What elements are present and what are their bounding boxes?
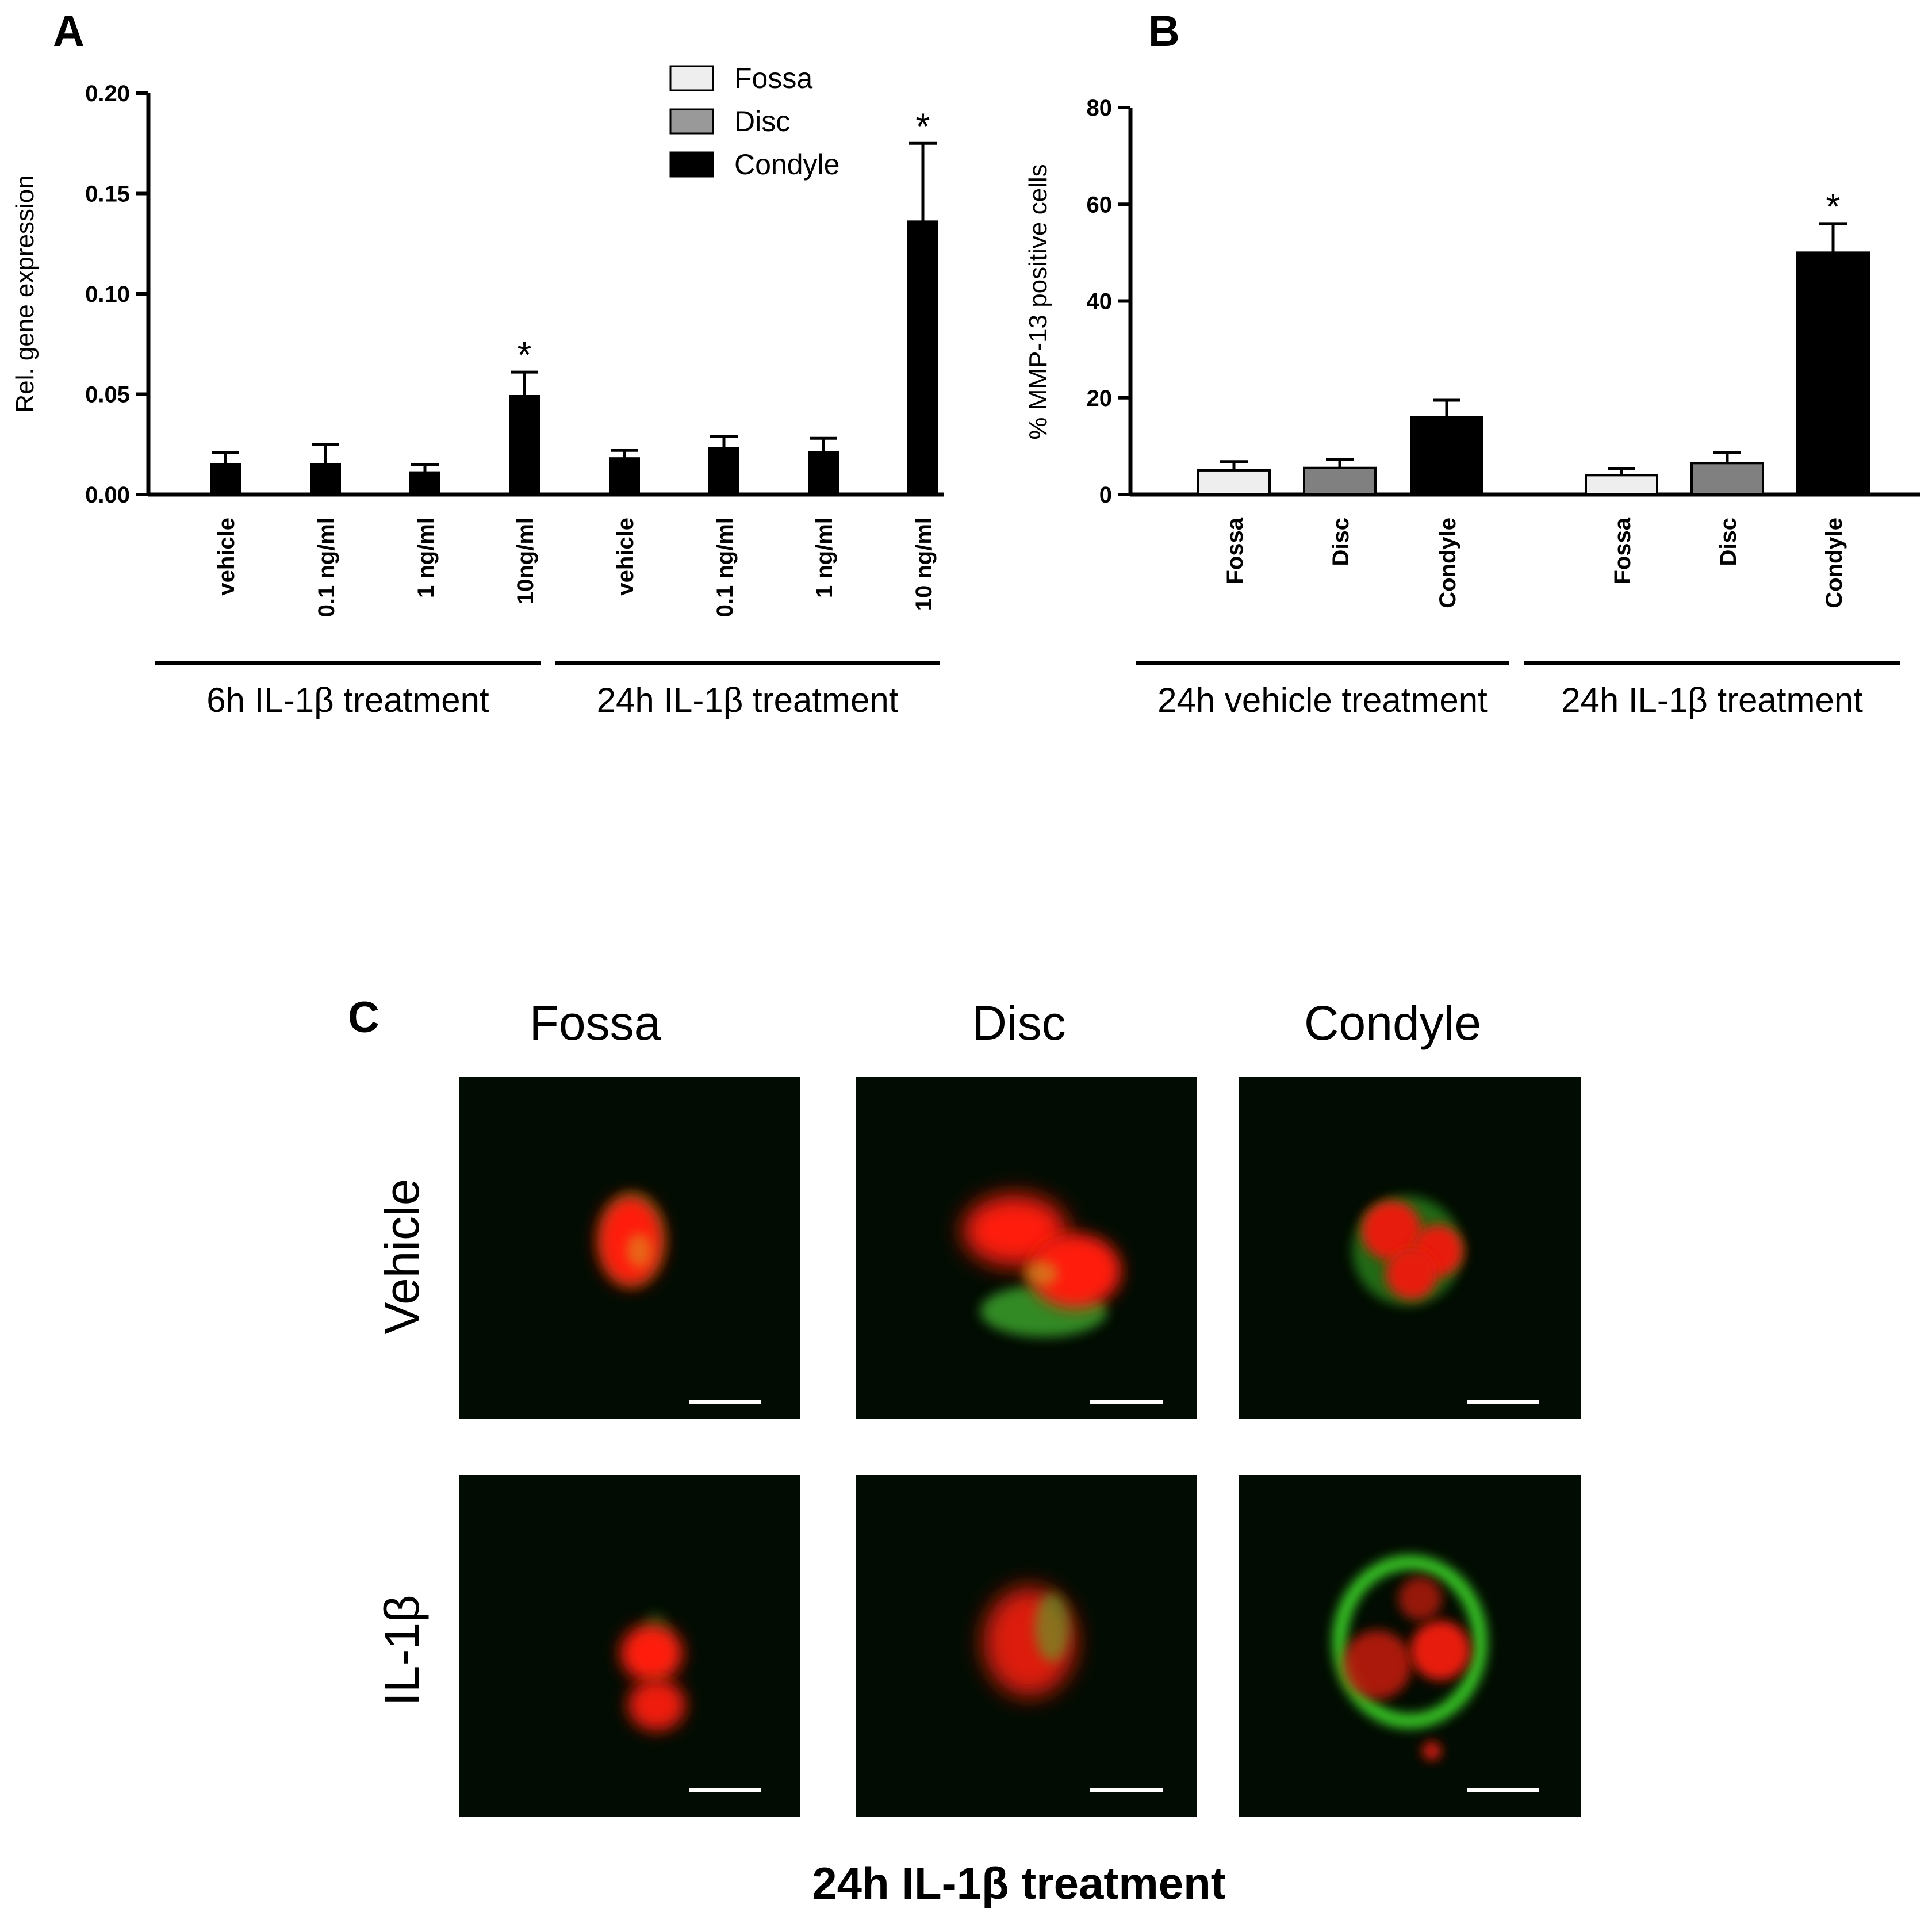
bar: [1303, 466, 1377, 496]
micrograph-disc-il1b: [856, 1475, 1197, 1817]
significance-star: *: [916, 105, 930, 147]
legend-swatch: [669, 65, 714, 91]
bar: [509, 394, 540, 496]
chart-b: % MMP-13 positive cells 0 20 40 60 80 * Foss…: [1024, 95, 1920, 719]
panel-label-b: B: [1148, 7, 1180, 56]
micrograph-disc-vehicle: [856, 1077, 1197, 1419]
category-label: 0.1 ng/ml: [314, 518, 339, 617]
bar: [609, 457, 640, 496]
category-label: 1 ng/ml: [413, 518, 439, 598]
bar: [1585, 474, 1658, 496]
panel-c-row-il1b: IL-1β: [375, 1595, 429, 1706]
y-tick-label: 20: [1087, 386, 1113, 411]
scale-bar: [1090, 1400, 1163, 1404]
chart-a: Rel. gene expression 0.00 0.05 0.10 0.15 0.2…: [11, 62, 944, 719]
scale-bar: [689, 1400, 761, 1404]
panel-label-c: C: [348, 993, 379, 1042]
panel-label-a: A: [53, 7, 85, 56]
bar: [1197, 469, 1271, 496]
micrograph-condyle-vehicle: [1239, 1077, 1581, 1419]
scale-bar: [1090, 1788, 1163, 1792]
y-tick-label: 80: [1087, 95, 1113, 121]
panel-c-col-disc: Disc: [972, 996, 1065, 1050]
y-tick-label: 60: [1087, 192, 1113, 217]
y-tick-label: 40: [1087, 289, 1113, 315]
y-tick-label: 0.15: [85, 182, 130, 207]
significance-star: *: [1826, 186, 1841, 227]
bar: [210, 463, 241, 496]
category-label: Condyle: [1435, 518, 1460, 608]
category-label: 1 ng/ml: [812, 518, 837, 598]
group-label: 24h IL-1β treatment: [1561, 681, 1863, 719]
bar: [1796, 251, 1870, 496]
y-tick-label: 0.20: [85, 81, 130, 106]
bar: [1410, 416, 1483, 496]
legend-label: Condyle: [734, 148, 839, 181]
scale-bar: [689, 1788, 761, 1792]
scale-bar: [1467, 1400, 1539, 1404]
panel-c-row-vehicle: Vehicle: [375, 1179, 429, 1335]
category-label: 10 ng/ml: [911, 518, 937, 611]
panel-c-footer: 24h IL-1β treatment: [812, 1858, 1225, 1909]
chart-b-y-label: % MMP-13 positive cells: [1024, 164, 1052, 439]
micrograph-fossa-vehicle: [459, 1077, 800, 1419]
category-label: Fossa: [1222, 517, 1248, 584]
category-label: 10ng/ml: [513, 518, 538, 604]
category-label: 0.1 ng/ml: [712, 518, 738, 617]
chart-a-legend: Fossa Disc Condyle: [669, 62, 839, 181]
scale-bar: [1467, 1788, 1539, 1792]
y-tick-label: 0.10: [85, 282, 130, 307]
category-label: vehicle: [613, 518, 638, 596]
category-label: vehicle: [214, 518, 239, 596]
legend-swatch: [669, 108, 714, 135]
bar: [808, 451, 839, 496]
chart-a-y-label: Rel. gene expression: [11, 175, 39, 412]
micrograph-condyle-il1b: [1239, 1475, 1581, 1817]
category-label: Disc: [1716, 518, 1741, 566]
bar: [409, 471, 440, 496]
group-label: 24h vehicle treatment: [1157, 681, 1488, 719]
group-label: 6h IL-1β treatment: [206, 681, 489, 719]
category-label: Disc: [1328, 518, 1354, 566]
legend-swatch: [669, 151, 714, 178]
bar: [1690, 462, 1764, 496]
significance-star: *: [518, 334, 532, 375]
y-tick-label: 0.00: [85, 482, 130, 508]
legend-label: Disc: [734, 105, 790, 137]
y-tick-label: 0: [1099, 482, 1112, 508]
bar: [907, 220, 938, 496]
panel-c-col-condyle: Condyle: [1304, 996, 1481, 1050]
legend-label: Fossa: [734, 62, 812, 94]
panel-c-col-fossa: Fossa: [530, 996, 661, 1050]
category-label: Fossa: [1610, 517, 1635, 584]
bar: [708, 447, 739, 496]
y-tick-label: 0.05: [85, 382, 130, 408]
category-label: Condyle: [1822, 518, 1847, 608]
group-label: 24h IL-1β treatment: [597, 681, 899, 719]
micrograph-fossa-il1b: [459, 1475, 800, 1817]
bar: [310, 463, 341, 496]
